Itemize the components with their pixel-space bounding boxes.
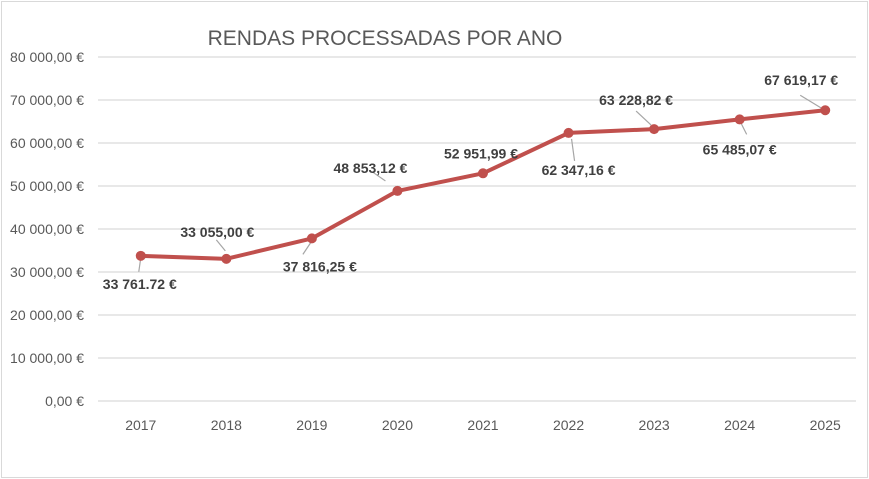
x-tick-label: 2025 xyxy=(810,417,841,433)
leader-line xyxy=(215,239,226,252)
x-tick-label: 2019 xyxy=(296,417,327,433)
y-tick-label: 50 000,00 € xyxy=(10,178,84,194)
data-point xyxy=(820,105,831,116)
x-tick-label: 2017 xyxy=(125,417,156,433)
x-tick-label: 2022 xyxy=(553,417,584,433)
data-point xyxy=(221,253,232,264)
leader-line xyxy=(799,94,824,110)
x-tick-label: 2023 xyxy=(639,417,670,433)
data-point xyxy=(478,168,488,179)
y-tick-label: 10 000,00 € xyxy=(10,350,84,366)
leader-line xyxy=(740,122,748,135)
data-label: 67 619,17 € xyxy=(764,72,838,88)
x-tick-label: 2020 xyxy=(382,417,413,433)
data-label: 62 347,16 € xyxy=(542,162,616,178)
data-label: 65 485,07 € xyxy=(703,141,777,157)
data-point xyxy=(135,250,146,261)
x-tick-label: 2021 xyxy=(467,417,498,433)
data-label: 33 055,00 € xyxy=(180,224,254,240)
x-tick-label: 2018 xyxy=(211,417,242,433)
y-tick-label: 30 000,00 € xyxy=(10,264,84,280)
leader-line xyxy=(302,242,312,255)
y-tick-label: 80 000,00 € xyxy=(10,49,84,65)
data-label: 48 853,12 € xyxy=(333,160,407,176)
leader-line xyxy=(372,171,386,182)
data-point xyxy=(649,124,660,135)
y-tick-label: 0,00 € xyxy=(45,393,84,409)
data-point xyxy=(306,233,317,244)
x-tick-label: 2024 xyxy=(724,417,755,433)
data-label: 63 228,82 € xyxy=(599,92,673,108)
y-tick-label: 20 000,00 € xyxy=(10,307,84,323)
y-tick-label: 60 000,00 € xyxy=(10,135,84,151)
data-label: 52 951,99 € xyxy=(444,145,518,161)
y-tick-label: 70 000,00 € xyxy=(10,92,84,108)
leader-line xyxy=(635,110,652,126)
data-label: 37 816,25 € xyxy=(283,258,357,274)
chart-title: RENDAS PROCESSADAS POR ANO xyxy=(208,27,563,50)
data-label: 33 761.72 € xyxy=(103,276,177,292)
y-tick-label: 40 000,00 € xyxy=(10,221,84,237)
data-point xyxy=(734,114,745,125)
data-point xyxy=(563,127,574,138)
leader-line xyxy=(570,138,576,161)
data-point xyxy=(392,185,403,196)
